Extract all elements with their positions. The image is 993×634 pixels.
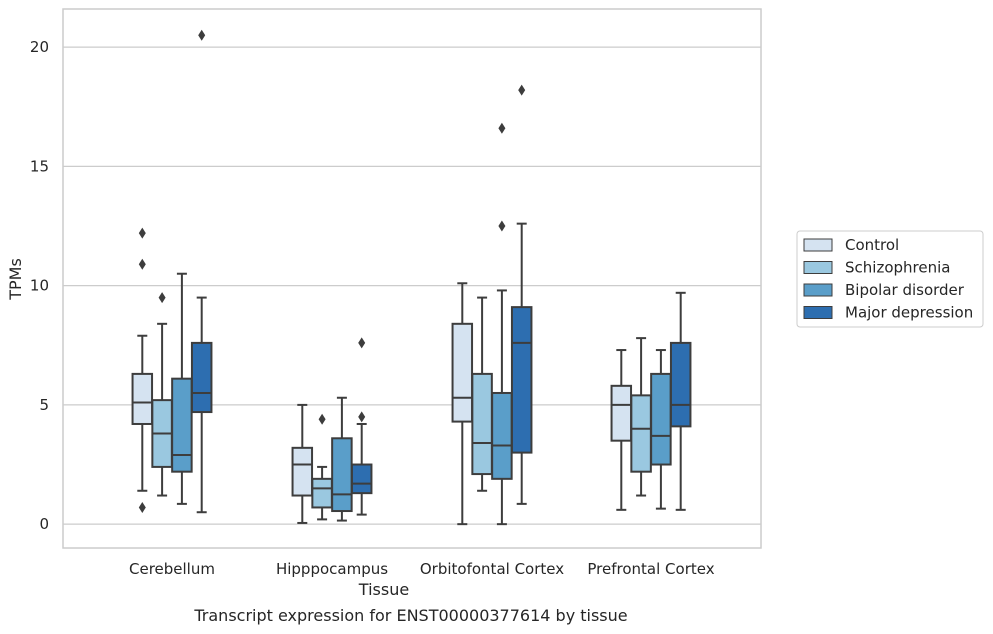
box-body (510, 306, 533, 454)
box-schizophrenia (471, 296, 493, 492)
x-tick-labels: Cerebellum Hipppocampus Orbitofontal Corte… (129, 560, 715, 578)
y-tick-label: 5 (39, 396, 49, 414)
legend-items: Control Schizophrenia Bipolar disorder Majo… (803, 236, 973, 322)
box-body (350, 463, 373, 495)
box-schizophrenia (311, 413, 333, 521)
outlier-point (358, 337, 366, 349)
y-tick-label: 20 (30, 38, 49, 56)
chart-title: Transcript expression for ENST0000037761… (193, 606, 627, 625)
box-body (491, 391, 513, 480)
box-body (131, 372, 154, 425)
box-control (610, 349, 633, 511)
box-control (451, 282, 474, 526)
box-body (331, 437, 353, 513)
x-tick-label: Hipppocampus (276, 560, 388, 578)
box-major-depression (350, 337, 373, 516)
legend-frame (796, 230, 984, 328)
y-tick-labels: 0 5 10 15 20 (30, 38, 49, 533)
boxes-layer (131, 29, 692, 526)
box-body (171, 377, 193, 473)
box-body (669, 341, 692, 428)
box-body (451, 322, 474, 423)
legend-label: Bipolar disorder (845, 281, 965, 299)
outlier-point (318, 413, 326, 425)
legend: Control Schizophrenia Bipolar disorder Majo… (796, 230, 984, 328)
x-tick-label: Cerebellum (129, 560, 215, 578)
box-body (311, 477, 333, 509)
y-tick-label: 15 (30, 157, 49, 175)
legend-swatch (803, 306, 833, 319)
x-axis-label: Tissue (358, 580, 409, 599)
y-tick-label: 10 (30, 277, 49, 295)
outlier-point (138, 258, 146, 270)
legend-swatch (803, 261, 833, 274)
box-bipolar-disorder (171, 272, 193, 505)
legend-label: Schizophrenia (845, 259, 950, 277)
box-major-depression (190, 29, 213, 514)
y-axis-label: TPMs (6, 258, 25, 301)
legend-swatch (803, 238, 833, 252)
box-bipolar-disorder (491, 122, 513, 526)
box-control (291, 403, 314, 524)
outlier-point (138, 501, 146, 513)
box-body (630, 394, 652, 473)
outlier-point (518, 84, 526, 96)
box-major-depression (669, 291, 692, 511)
legend-swatch (803, 283, 833, 297)
box-body (471, 372, 493, 476)
outlier-point (498, 220, 506, 232)
box-major-depression (510, 84, 533, 505)
outlier-point (498, 122, 506, 134)
x-tick-label: Orbitofontal Cortex (420, 560, 564, 578)
box-schizophrenia (151, 292, 173, 497)
box-body (190, 341, 213, 414)
box-control (131, 227, 154, 513)
outlier-point (158, 292, 166, 304)
x-tick-label: Prefrontal Cortex (587, 560, 714, 578)
legend-label: Major depression (845, 304, 973, 322)
box-bipolar-disorder (331, 396, 353, 522)
y-tick-label: 0 (39, 515, 49, 533)
outlier-point (138, 227, 146, 239)
box-body (291, 446, 314, 497)
outlier-point (358, 411, 366, 423)
outlier-point (198, 29, 206, 41)
legend-label: Control (845, 236, 899, 254)
box-body (610, 384, 633, 442)
box-body (650, 372, 672, 466)
